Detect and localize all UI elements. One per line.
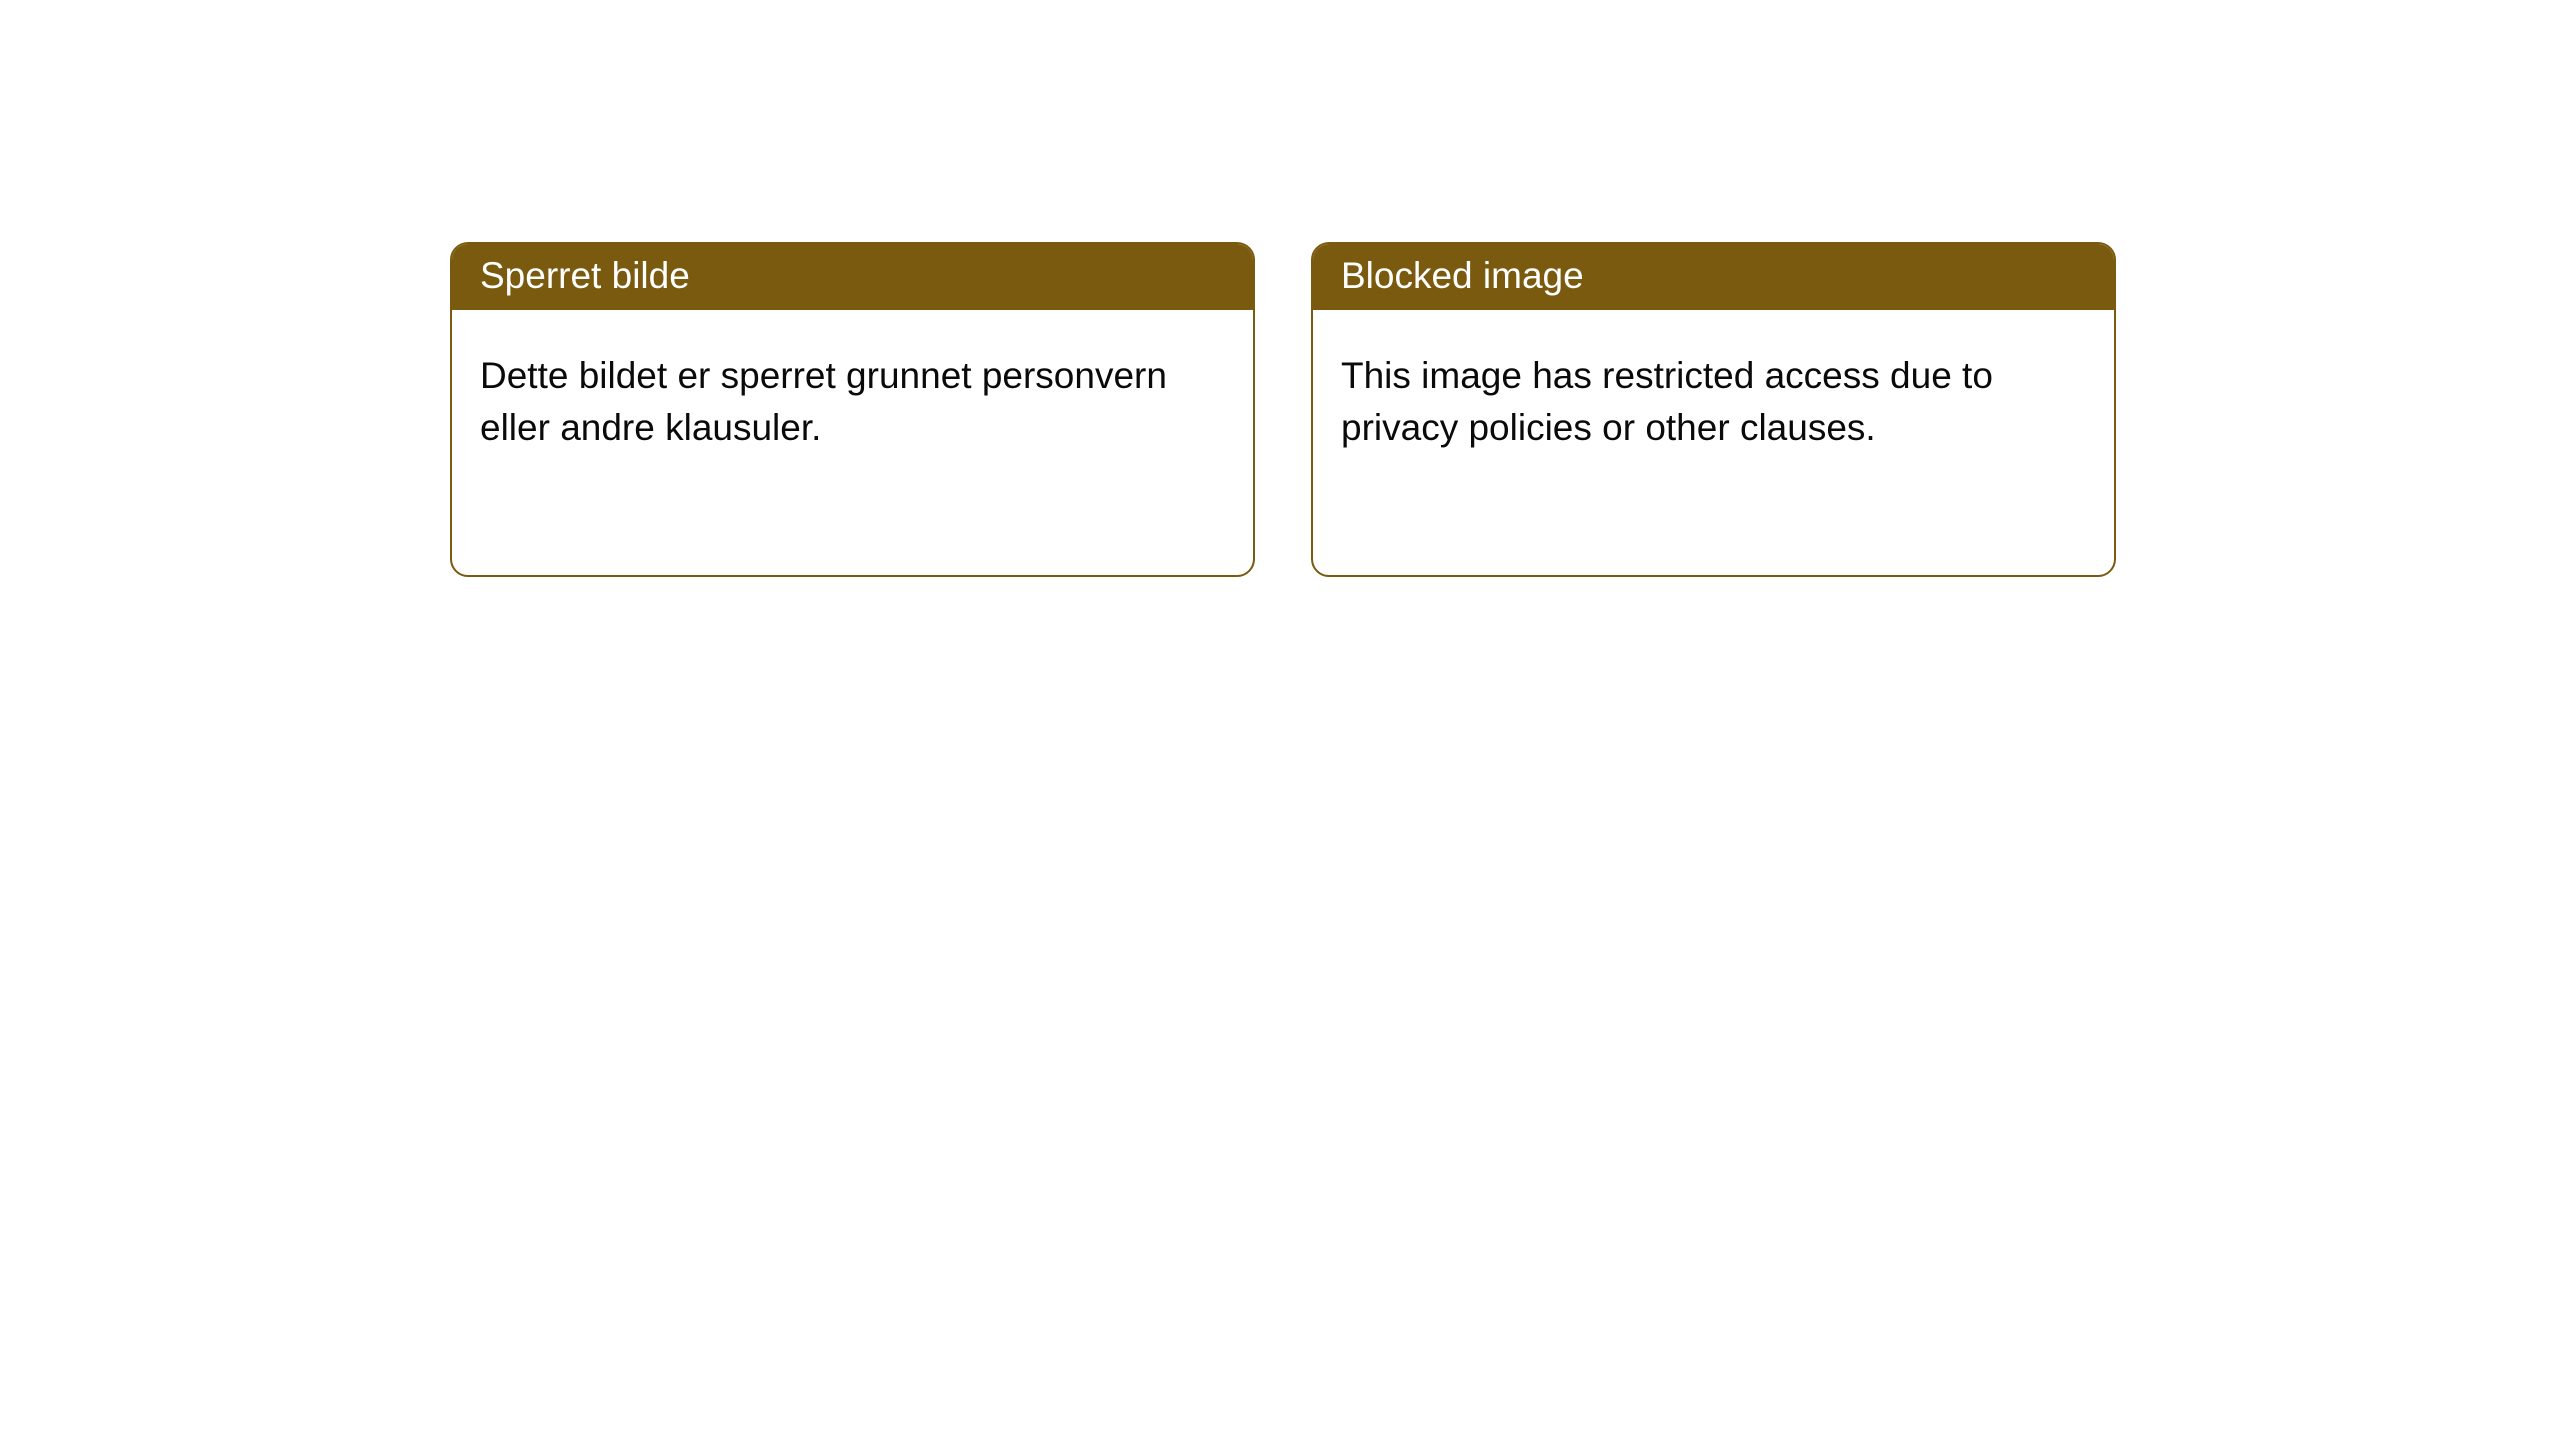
notice-body: This image has restricted access due to … — [1313, 310, 2114, 482]
notice-card-english: Blocked image This image has restricted … — [1311, 242, 2116, 577]
notice-title: Blocked image — [1313, 244, 2114, 310]
notice-container: Sperret bilde Dette bildet er sperret gr… — [0, 0, 2560, 577]
notice-body: Dette bildet er sperret grunnet personve… — [452, 310, 1253, 482]
notice-title: Sperret bilde — [452, 244, 1253, 310]
notice-card-norwegian: Sperret bilde Dette bildet er sperret gr… — [450, 242, 1255, 577]
